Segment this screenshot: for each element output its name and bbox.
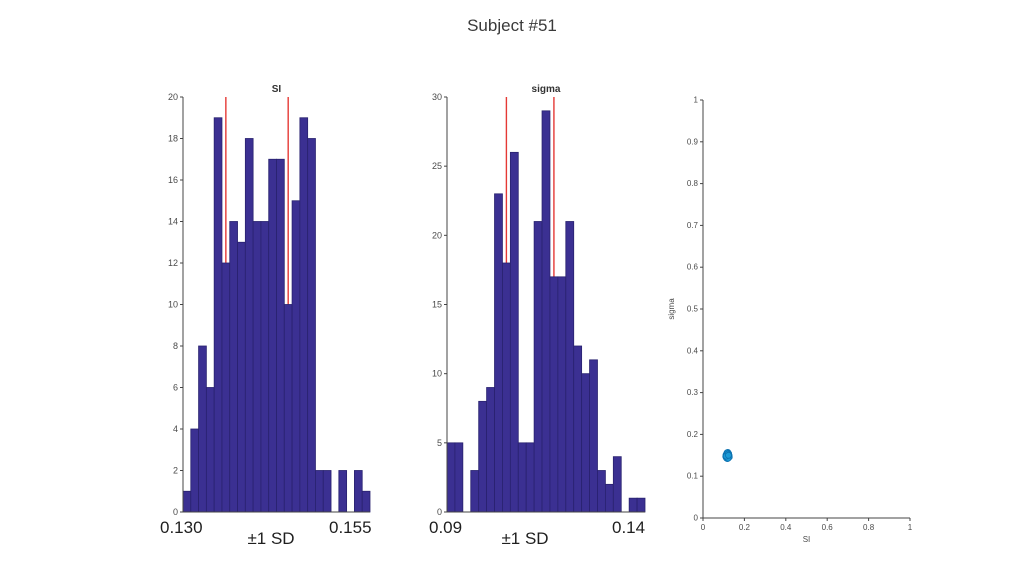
x-tick-label: 0.2 <box>739 523 751 532</box>
y-tick-label: 4 <box>173 424 178 434</box>
histogram-bar <box>636 497 646 513</box>
histogram-si: SI 0 2 4 6 8 10 12 14 16 18 20 <box>140 83 390 528</box>
histogram-bar <box>354 470 363 513</box>
histogram-bar <box>182 490 192 513</box>
x-tick-label: 0 <box>701 523 706 532</box>
si_hist-svg: SI 0 2 4 6 8 10 12 14 16 18 20 <box>168 84 371 517</box>
y-tick-label: 0.8 <box>687 179 699 188</box>
histogram-bar <box>446 442 456 513</box>
histogram-bar <box>517 442 527 513</box>
histogram-bar <box>581 373 590 513</box>
si-sd-band-label: ±1 SD <box>247 529 295 548</box>
y-tick-label: 6 <box>173 383 178 393</box>
histogram-bar <box>315 470 324 513</box>
y-tick-label: 0.1 <box>687 472 699 481</box>
histogram-bar <box>229 221 238 513</box>
histogram-bar <box>338 470 348 513</box>
histogram-bar <box>205 387 215 513</box>
si-xmax-label: 0.155 <box>329 518 372 537</box>
si_sigma_scatter-svg: 0 0.1 0.2 0.3 0.4 0.5 0.6 0.7 0.8 0.9 1 0 0.2 0.4 0.6 0… <box>667 96 913 545</box>
histogram-bar <box>509 151 519 513</box>
plot-title: sigma <box>532 84 561 95</box>
histogram-bar <box>549 276 559 513</box>
y-tick-label: 14 <box>168 217 178 227</box>
y-tick-label: 12 <box>168 258 178 268</box>
histogram-bar <box>454 442 464 513</box>
histogram-bar <box>478 400 488 513</box>
x-tick-label: 1 <box>908 523 913 532</box>
histogram-bar <box>221 262 231 513</box>
x-tick-label: 0.6 <box>822 523 834 532</box>
histogram-bar <box>589 359 598 513</box>
histogram-bar <box>198 345 207 513</box>
histogram-bar <box>237 241 246 513</box>
y-axis-label: sigma <box>667 298 676 320</box>
histogram-bar <box>276 158 285 513</box>
histogram-bar <box>565 221 575 513</box>
histogram-sigma: sigma 0 5 10 15 20 25 30 <box>410 83 660 528</box>
histogram-bar <box>541 110 551 513</box>
y-tick-label: 20 <box>168 92 178 102</box>
histogram-bar <box>361 490 371 513</box>
y-tick-label: 0.5 <box>687 305 699 314</box>
y-tick-label: 0.2 <box>687 430 699 439</box>
histogram-bar <box>260 221 270 513</box>
histogram-bar <box>525 442 535 513</box>
histogram-bar <box>252 221 262 513</box>
y-tick-label: 0.3 <box>687 388 699 397</box>
histogram-bar <box>494 193 503 513</box>
y-tick-label: 1 <box>694 96 699 105</box>
y-tick-label: 5 <box>437 438 442 448</box>
histogram-bar <box>190 428 199 513</box>
histogram-bar <box>612 456 622 513</box>
histogram-bar <box>244 138 254 513</box>
scatter-point <box>725 451 732 459</box>
y-tick-label: 16 <box>168 175 178 185</box>
sigma-sd-band-label: ±1 SD <box>501 529 549 548</box>
y-tick-label: 0 <box>437 507 442 517</box>
y-tick-label: 15 <box>432 300 442 310</box>
histogram-bar <box>628 497 638 513</box>
scatter-si-sigma: 0 0.1 0.2 0.3 0.4 0.5 0.6 0.7 0.8 0.9 1 0 0.2 0.4 0.6 0… <box>660 88 940 568</box>
y-tick-label: 0.4 <box>687 346 699 355</box>
histogram-bar <box>307 138 316 513</box>
y-tick-label: 18 <box>168 134 178 144</box>
histogram-bar <box>268 158 277 513</box>
x-axis-label: SI <box>803 535 811 544</box>
histogram-bar <box>283 304 293 513</box>
sigma_hist-svg: sigma 0 5 10 15 20 25 30 <box>432 84 646 517</box>
y-tick-label: 0 <box>173 507 178 517</box>
y-tick-label: 0 <box>694 514 699 523</box>
y-tick-label: 25 <box>432 161 442 171</box>
figure-title: Subject #51 <box>467 16 557 35</box>
x-tick-label: 0.4 <box>780 523 792 532</box>
x-tick-label: 0.8 <box>863 523 875 532</box>
histogram-bar <box>533 221 543 513</box>
sigma-xmax-label: 0.14 <box>612 518 646 537</box>
y-tick-label: 10 <box>432 369 442 379</box>
histogram-bar <box>322 470 332 513</box>
y-tick-label: 0.7 <box>687 221 699 230</box>
histogram-bar <box>557 276 567 513</box>
plot-title: SI <box>272 84 282 95</box>
histogram-bar <box>486 387 495 513</box>
histogram-bar <box>604 483 614 513</box>
histogram-bar <box>470 470 480 513</box>
si-xmin-label: 0.130 <box>160 518 203 537</box>
y-tick-label: 30 <box>432 92 442 102</box>
histogram-bar <box>597 470 606 513</box>
histogram-bar <box>291 200 301 513</box>
y-tick-label: 10 <box>168 300 178 310</box>
histogram-bar <box>573 345 583 513</box>
histogram-bar <box>213 117 223 513</box>
y-tick-label: 20 <box>432 230 442 240</box>
y-tick-label: 0.9 <box>687 137 699 146</box>
y-tick-label: 0.6 <box>687 263 699 272</box>
sigma-xmin-label: 0.09 <box>429 518 463 537</box>
histogram-bar <box>502 262 511 513</box>
y-tick-label: 8 <box>173 341 178 351</box>
y-tick-label: 2 <box>173 466 178 476</box>
histogram-bar <box>299 117 309 513</box>
